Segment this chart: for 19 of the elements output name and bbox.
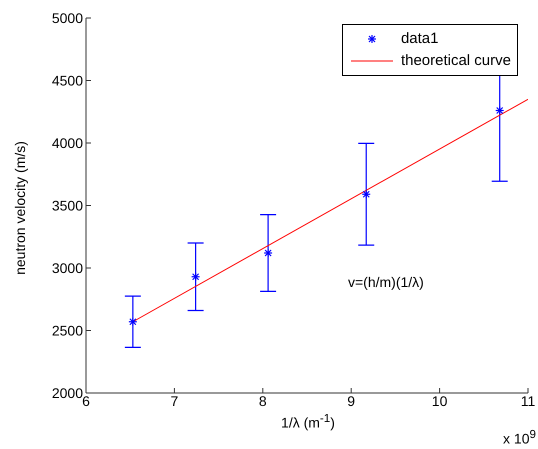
- y-tick-label: 4000: [52, 134, 84, 151]
- y-tick-label: 2500: [52, 322, 84, 338]
- annotation: v=(h/m)(1/λ): [348, 274, 424, 290]
- legend-label: theoretical curve: [400, 51, 511, 71]
- x-tick-label: 9: [347, 392, 356, 409]
- y-tick-label: 2000: [52, 384, 84, 401]
- x-tick-label: 10: [432, 392, 448, 409]
- x-tick-label: 7: [170, 392, 178, 409]
- text: x 10$^{9}$: [503, 428, 536, 447]
- y-tick-label: 5000: [52, 10, 84, 26]
- legend-label: data1: [400, 29, 438, 49]
- x-axis-title: 1/λ (m$^{-1}$): [281, 412, 335, 431]
- y-tick-label: 3000: [52, 260, 84, 276]
- y-tick-label: 3500: [52, 197, 84, 214]
- x-tick-label: 8: [258, 392, 267, 409]
- y-tick-label: 4500: [52, 72, 84, 88]
- x-tick-label: 6: [82, 392, 90, 409]
- x-tick-label: 11: [520, 392, 536, 409]
- y-axis-title: neutron velocity (m/s): [12, 141, 28, 275]
